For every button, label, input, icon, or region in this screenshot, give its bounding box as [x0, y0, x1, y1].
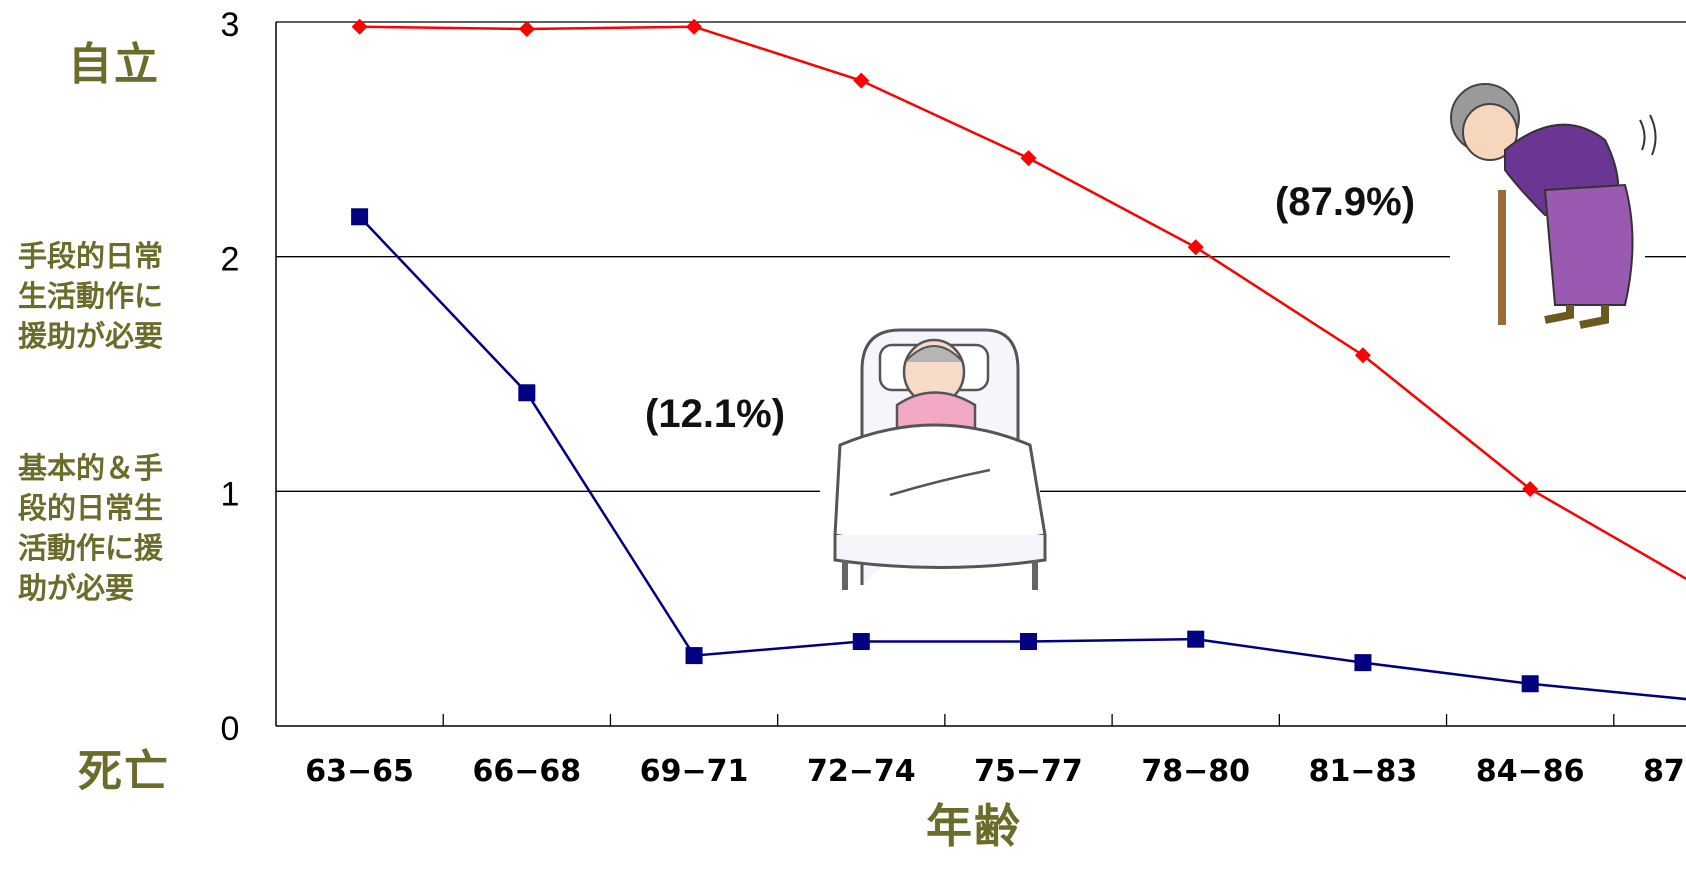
annotation-87-9: (87.9%)	[1275, 180, 1416, 224]
point-series-1-1	[518, 384, 536, 402]
tick-labels: 0 1 2 3 63−65 66−68 69−71 72−74 75−77 78−80 81−83 8…	[221, 6, 1686, 789]
point-series-0-0	[351, 18, 368, 35]
y-tick-label-2: 2	[221, 241, 240, 279]
point-series-1-2	[685, 647, 703, 665]
x-tick-label-8: 87−89	[1643, 754, 1686, 789]
x-tick-label-5: 78−80	[1141, 754, 1250, 789]
annotation-12-1: (12.1%)	[645, 392, 786, 436]
illustrations	[820, 70, 1657, 630]
ylabel-bottom: 死亡	[78, 746, 170, 797]
elderly-woman-with-cane-illustration	[1450, 70, 1657, 340]
point-series-0-2	[686, 18, 703, 35]
x-tick-label-3: 72−74	[807, 754, 916, 789]
x-tick-label-4: 75−77	[974, 754, 1083, 789]
x-tick-label-6: 81−83	[1309, 754, 1418, 789]
point-series-1-4	[1020, 633, 1037, 651]
point-series-1-6	[1354, 654, 1372, 672]
x-tick-label-7: 84−86	[1476, 754, 1585, 789]
point-series-0-3	[853, 72, 870, 89]
x-tick-label-1: 66−68	[473, 754, 582, 789]
point-series-0-1	[518, 21, 535, 38]
point-series-0-6	[1354, 347, 1371, 364]
y-tick-label-3: 3	[221, 6, 240, 44]
ylabel-level1: 基本的＆手 段的日常生 活動作に援 助が必要	[18, 451, 164, 605]
point-series-1-7	[1521, 675, 1539, 693]
point-series-1-3	[852, 633, 870, 651]
x-axis-title: 年齢	[926, 799, 1022, 853]
point-series-0-4	[1020, 150, 1037, 167]
point-series-1-5	[1187, 630, 1205, 648]
x-tick-label-2: 69−71	[640, 754, 749, 789]
ylabel-level2: 手段的日常 生活動作に 援助が必要	[18, 239, 164, 353]
ylabel-top: 自立	[68, 39, 160, 90]
point-series-0-5	[1187, 239, 1204, 256]
y-tick-label-0: 0	[221, 710, 240, 748]
bedridden-person-illustration	[820, 328, 1047, 630]
point-series-0-7	[1522, 480, 1539, 497]
axes	[275, 22, 1686, 727]
y-tick-label-1: 1	[221, 475, 240, 513]
series-lines	[351, 18, 1686, 701]
x-tick-label-0: 63−65	[305, 754, 414, 789]
point-series-1-0	[351, 208, 369, 226]
